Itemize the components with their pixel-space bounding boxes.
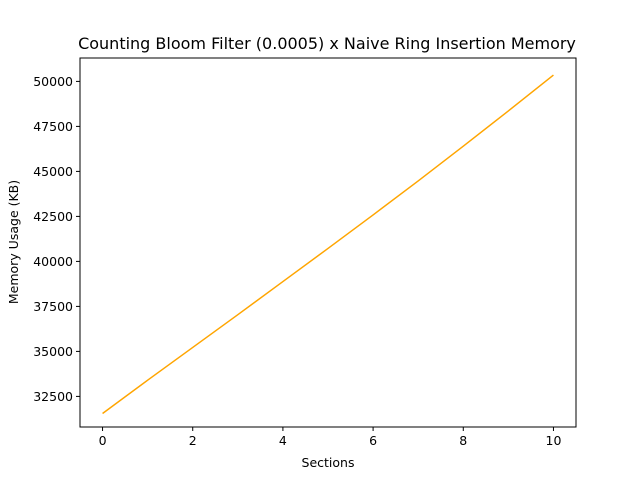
plot-area: [79, 57, 577, 428]
x-axis-ticks: 0 2 4 6 8 10: [99, 427, 562, 448]
x-tick-label: 4: [279, 433, 287, 448]
y-tick-label: 32500: [33, 389, 73, 404]
x-tick-label: 10: [546, 433, 562, 448]
series-line-0: [102, 74, 554, 415]
x-tick-label: 8: [459, 433, 467, 448]
y-tick-label: 42500: [33, 209, 73, 224]
y-tick-label: 40000: [33, 254, 73, 269]
y-tick-label: 45000: [33, 164, 73, 179]
x-tick-label: 0: [99, 433, 107, 448]
x-axis-label: Sections: [302, 455, 355, 470]
y-axis-label: Memory Usage (KB): [6, 180, 21, 304]
x-tick-label: 6: [369, 433, 377, 448]
chart-title: Counting Bloom Filter (0.0005) x Naive R…: [78, 34, 576, 53]
y-tick-label: 47500: [33, 119, 73, 134]
axes-frame: [79, 57, 577, 428]
y-axis-ticks: 32500 35000 37500 40000 42500 45000 47500 50000: [33, 74, 80, 404]
y-tick-label: 35000: [33, 344, 73, 359]
x-tick-label: 2: [189, 433, 197, 448]
y-tick-label: 50000: [33, 74, 73, 89]
y-tick-label: 37500: [33, 299, 73, 314]
